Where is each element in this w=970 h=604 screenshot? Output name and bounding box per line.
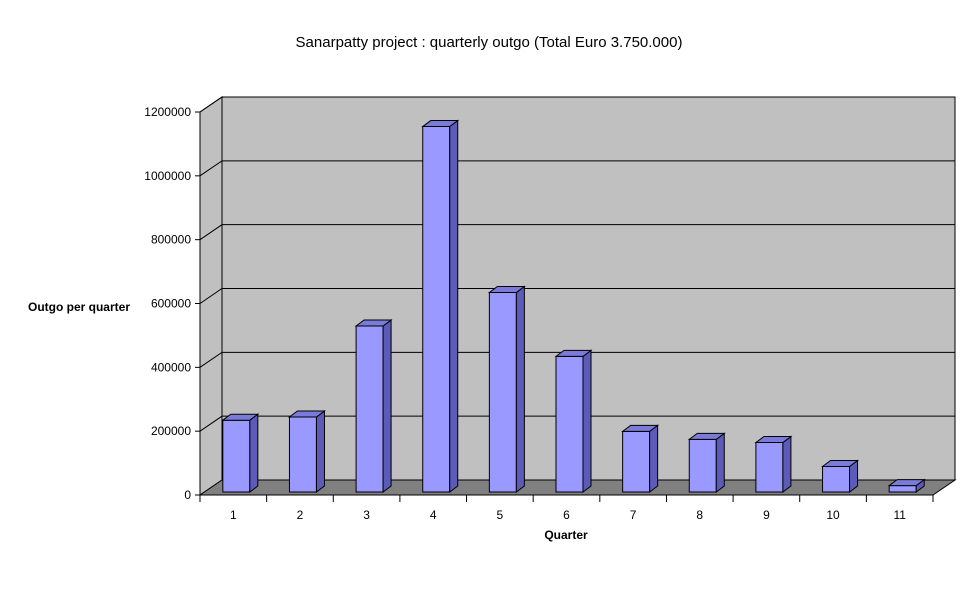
bar-side <box>649 424 659 493</box>
x-tick-label: 9 <box>763 508 770 522</box>
bar <box>687 432 726 493</box>
bar-top <box>354 319 393 327</box>
bar-top <box>754 436 793 444</box>
bar <box>554 349 593 493</box>
bar-top <box>687 432 726 440</box>
bars <box>221 119 926 493</box>
bar <box>821 459 860 493</box>
bar <box>487 285 526 493</box>
bar-front <box>422 126 451 493</box>
bar-side <box>515 285 525 493</box>
x-tick-label: 8 <box>696 508 703 522</box>
bar-top <box>421 120 460 128</box>
bar-front <box>355 325 384 493</box>
x-tick-label: 5 <box>497 508 504 522</box>
bar-side <box>582 349 592 493</box>
y-axis: 0 200000 400000 600000 800000 1000000 1200000 <box>144 105 201 502</box>
bar-side <box>782 435 792 493</box>
bar-top <box>487 286 526 294</box>
y-tick-label: 400000 <box>151 360 191 374</box>
y-tick-label: 1000000 <box>144 169 191 183</box>
bar-front <box>488 292 517 493</box>
y-tick-label: 1200000 <box>144 105 191 119</box>
bar-top <box>221 413 260 421</box>
bar <box>421 119 460 493</box>
bar-top <box>621 424 660 432</box>
gridlines <box>199 96 955 432</box>
bar <box>287 409 326 493</box>
x-tick-label: 2 <box>297 508 304 522</box>
bar-front <box>888 485 917 493</box>
x-tick-label: 11 <box>893 508 906 522</box>
y-axis-title: Outgo per quarter <box>28 300 130 314</box>
x-tick-label: 1 <box>230 508 237 522</box>
y-tick-label: 600000 <box>151 297 191 311</box>
gridline <box>199 160 955 177</box>
bar-side <box>715 432 725 493</box>
bar <box>621 424 660 493</box>
bar-front <box>555 355 584 493</box>
gridline <box>199 415 955 432</box>
y-tick-label: 800000 <box>151 233 191 247</box>
gridline <box>199 96 955 113</box>
bar-front <box>288 416 317 493</box>
bar-front <box>222 419 251 493</box>
bar <box>887 478 926 493</box>
bar-side <box>382 319 392 493</box>
gridline <box>199 224 955 241</box>
x-axis-title: Quarter <box>544 528 588 542</box>
x-tick-label: 7 <box>630 508 637 522</box>
bar-top <box>554 349 593 357</box>
bar-side <box>249 413 259 493</box>
bar <box>354 319 393 493</box>
gridline <box>199 351 955 368</box>
bar-top <box>821 459 860 467</box>
x-tick-label: 3 <box>363 508 370 522</box>
x-axis: 1 2 3 4 5 6 7 8 9 10 11 <box>199 494 934 522</box>
bar-side <box>449 119 459 493</box>
bar-side <box>315 409 325 493</box>
bar-top <box>887 479 926 487</box>
bar-front <box>688 438 717 493</box>
y-tick-label: 0 <box>184 488 191 502</box>
bar-front <box>622 430 651 493</box>
bar <box>221 413 260 493</box>
x-tick-label: 6 <box>563 508 570 522</box>
bar-front <box>755 442 784 493</box>
bar-front <box>822 465 851 493</box>
y-tick-label: 200000 <box>151 424 191 438</box>
bar <box>754 435 793 493</box>
bar-top <box>287 410 326 418</box>
x-tick-label: 10 <box>826 508 840 522</box>
x-tick-label: 4 <box>430 508 437 522</box>
chart-title: Sanarpatty project : quarterly outgo (To… <box>296 34 683 51</box>
gridline <box>199 288 955 304</box>
